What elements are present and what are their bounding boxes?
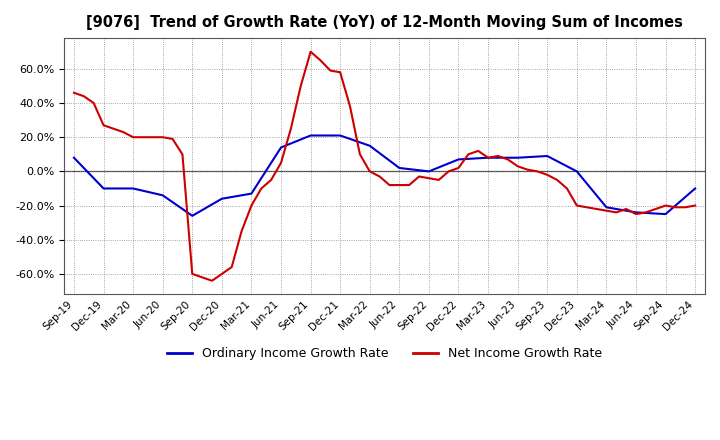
Title: [9076]  Trend of Growth Rate (YoY) of 12-Month Moving Sum of Incomes: [9076] Trend of Growth Rate (YoY) of 12-… [86, 15, 683, 30]
Legend: Ordinary Income Growth Rate, Net Income Growth Rate: Ordinary Income Growth Rate, Net Income … [162, 342, 608, 365]
